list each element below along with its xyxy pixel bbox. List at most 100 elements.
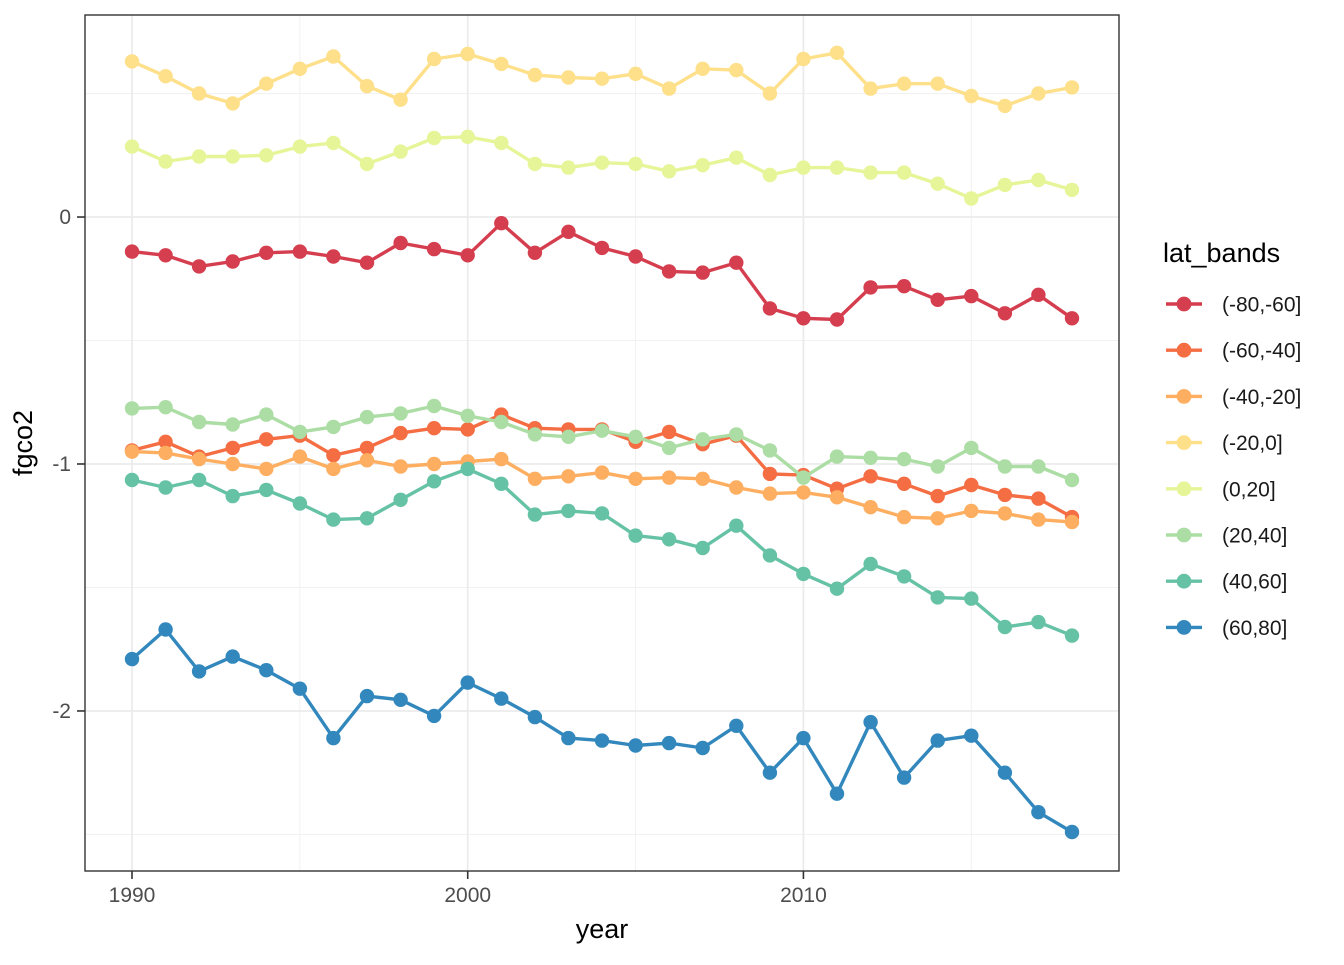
- data-point: [997, 619, 1013, 635]
- data-point: [426, 421, 442, 436]
- data-point: [661, 735, 677, 751]
- data-point: [259, 76, 274, 91]
- data-point: [561, 469, 576, 484]
- data-point: [1031, 805, 1046, 820]
- data-point: [359, 409, 375, 425]
- data-point: [863, 81, 878, 96]
- legend-key-point: [1176, 435, 1192, 450]
- data-point: [1031, 86, 1046, 101]
- data-point: [460, 422, 475, 437]
- data-point: [729, 718, 744, 733]
- data-point: [326, 249, 341, 264]
- data-point: [628, 156, 643, 172]
- data-point: [259, 432, 274, 447]
- x-tick-label: 1990: [109, 884, 156, 907]
- data-point: [695, 265, 710, 280]
- series-line: [130, 221, 1074, 322]
- legend-key-point: [1176, 296, 1192, 312]
- y-axis-title: fgco2: [8, 410, 38, 476]
- data-point: [326, 135, 341, 151]
- data-point: [695, 740, 710, 756]
- data-point: [494, 414, 509, 430]
- series-(-20,0]: [124, 45, 1080, 114]
- data-point: [426, 456, 442, 472]
- series-(20,40]: [124, 398, 1080, 488]
- data-point: [729, 255, 744, 270]
- data-point: [460, 129, 475, 144]
- legend-item: (-40,-20]: [1166, 386, 1301, 409]
- data-point: [796, 730, 811, 746]
- data-point: [661, 424, 677, 440]
- data-point: [896, 451, 912, 467]
- data-point: [359, 511, 375, 526]
- data-point: [191, 451, 207, 467]
- data-point: [1064, 80, 1080, 95]
- data-point: [594, 240, 610, 256]
- legend-item-label: (40,60]: [1222, 571, 1287, 594]
- data-point: [863, 556, 878, 572]
- data-point: [896, 76, 912, 91]
- data-point: [426, 708, 442, 724]
- data-point: [695, 158, 710, 173]
- data-point: [829, 490, 845, 505]
- legend-item-label: (60,80]: [1222, 617, 1287, 640]
- data-point: [762, 486, 778, 501]
- data-point: [863, 469, 878, 484]
- data-point: [796, 51, 811, 67]
- data-point: [863, 280, 878, 295]
- data-point: [158, 154, 173, 169]
- data-point: [527, 156, 543, 172]
- data-point: [661, 264, 677, 279]
- data-point: [124, 651, 140, 667]
- legend-key-point: [1176, 389, 1192, 404]
- legend-key-point: [1176, 620, 1192, 635]
- data-point: [124, 244, 140, 259]
- data-point: [426, 130, 442, 146]
- legend-key-point: [1176, 342, 1192, 358]
- data-point: [326, 419, 341, 435]
- data-point: [661, 470, 677, 485]
- data-point: [359, 688, 375, 704]
- data-point: [191, 664, 207, 679]
- data-point: [930, 511, 945, 526]
- data-point: [997, 459, 1013, 474]
- data-point: [796, 470, 811, 485]
- data-point: [1064, 472, 1080, 488]
- grid-major-lines: [85, 15, 1119, 871]
- data-point: [997, 177, 1013, 193]
- data-point: [964, 728, 979, 743]
- x-tick-label: 2000: [444, 884, 491, 907]
- data-point: [594, 465, 610, 480]
- legend-item-label: (-80,-60]: [1222, 294, 1301, 317]
- data-point: [729, 62, 744, 78]
- data-point: [628, 429, 643, 444]
- data-point: [124, 401, 140, 416]
- data-point: [863, 714, 878, 730]
- series-(0,20]: [124, 129, 1080, 206]
- data-point: [259, 663, 274, 678]
- data-point: [1064, 182, 1080, 198]
- legend-item-label: (-40,-20]: [1222, 386, 1301, 409]
- data-point: [729, 150, 744, 165]
- data-point: [661, 532, 677, 547]
- legend-item: (-60,-40]: [1166, 340, 1301, 363]
- data-point: [124, 139, 140, 154]
- data-point: [393, 406, 408, 421]
- data-point: [661, 81, 677, 96]
- data-point: [695, 471, 710, 486]
- data-point: [829, 449, 845, 464]
- y-tick-label: -2: [52, 700, 71, 723]
- series-(-40,-20]: [124, 444, 1080, 530]
- legend-item: (-20,0]: [1166, 432, 1283, 455]
- data-point: [896, 509, 912, 525]
- data-point: [561, 730, 576, 746]
- data-point: [326, 448, 341, 463]
- legend-items: (-80,-60] (-60,-40] (-40,-20] (-20,0] (0,20]…: [1166, 294, 1301, 640]
- legend-item-label: (0,20]: [1222, 478, 1276, 501]
- data-point: [460, 461, 475, 477]
- data-point: [964, 191, 979, 206]
- legend-key-point: [1176, 573, 1192, 589]
- data-point: [964, 288, 979, 304]
- data-point: [997, 98, 1013, 114]
- data-point: [1031, 512, 1046, 527]
